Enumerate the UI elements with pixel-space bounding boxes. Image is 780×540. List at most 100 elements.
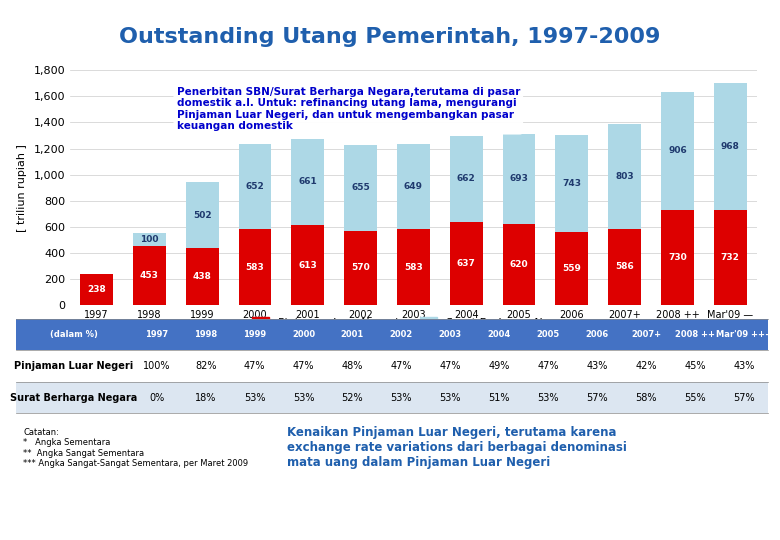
Text: 583: 583 — [404, 262, 423, 272]
Text: Surat Berharga Negara: Surat Berharga Negara — [10, 393, 137, 403]
Y-axis label: [ triliun rupiah ]: [ triliun rupiah ] — [16, 144, 27, 232]
Text: 662: 662 — [457, 174, 476, 183]
Text: Departemen Keuangan - Republik Indonesia: Departemen Keuangan - Republik Indonesia — [530, 520, 730, 529]
Text: 100: 100 — [140, 235, 158, 244]
Text: 583: 583 — [246, 262, 264, 272]
Text: 652: 652 — [246, 182, 264, 191]
Text: 45%: 45% — [684, 361, 706, 371]
Text: 18%: 18% — [195, 393, 216, 403]
Legend: Pinjaman Luar Negeri, Surat Berharga Negara: Pinjaman Luar Negeri, Surat Berharga Neg… — [247, 313, 580, 333]
Text: 730: 730 — [668, 253, 686, 262]
Bar — [239, 229, 271, 305]
Bar — [502, 134, 535, 224]
Text: 47%: 47% — [244, 361, 265, 371]
Bar — [661, 210, 693, 305]
Bar — [714, 83, 746, 210]
Bar — [80, 274, 113, 305]
Text: 47%: 47% — [391, 361, 412, 371]
Text: 968: 968 — [721, 142, 739, 151]
Bar — [714, 210, 746, 305]
Text: 51%: 51% — [488, 393, 510, 403]
Bar — [133, 233, 166, 246]
Bar — [16, 319, 768, 350]
Text: 58%: 58% — [635, 393, 657, 403]
Bar — [555, 232, 588, 305]
Bar — [16, 382, 768, 414]
Text: 1998: 1998 — [194, 330, 217, 339]
Bar — [344, 231, 377, 305]
Text: 53%: 53% — [440, 393, 461, 403]
Text: 53%: 53% — [537, 393, 559, 403]
Text: Catatan:
*   Angka Sementara
**  Angka Sangat Sementara
*** Angka Sangat-Sangat : Catatan: * Angka Sementara ** Angka Sang… — [23, 428, 248, 468]
Text: 732: 732 — [721, 253, 739, 262]
Text: 47%: 47% — [292, 361, 314, 371]
Text: 637: 637 — [457, 259, 476, 268]
Bar — [555, 135, 588, 232]
Bar — [502, 224, 535, 305]
Bar — [450, 136, 483, 222]
Text: Outstanding Utang Pemerintah, 1997-2009: Outstanding Utang Pemerintah, 1997-2009 — [119, 28, 661, 48]
Text: 238: 238 — [87, 285, 106, 294]
Bar — [186, 183, 218, 248]
Text: Kenaikan Pinjaman Luar Negeri, terutama karena
exchange rate variations dari ber: Kenaikan Pinjaman Luar Negeri, terutama … — [286, 427, 626, 469]
Text: 743: 743 — [562, 179, 581, 188]
Text: 803: 803 — [615, 172, 634, 181]
Text: Penerbitan SBN/Surat Berharga Negara,terutama di pasar
domestik a.l. Untuk: refi: Penerbitan SBN/Surat Berharga Negara,ter… — [176, 86, 520, 131]
Text: Mar'09 +++: Mar'09 +++ — [716, 330, 772, 339]
Bar — [186, 248, 218, 305]
Text: 48%: 48% — [342, 361, 363, 371]
Text: 47%: 47% — [440, 361, 461, 371]
Text: 1999: 1999 — [243, 330, 266, 339]
Text: 613: 613 — [299, 261, 317, 269]
Text: (dalam %): (dalam %) — [50, 330, 98, 339]
Text: 2003: 2003 — [438, 330, 462, 339]
Text: 570: 570 — [351, 264, 370, 272]
Bar — [608, 124, 641, 228]
Text: 2005: 2005 — [537, 330, 560, 339]
Bar — [16, 350, 768, 382]
Text: 502: 502 — [193, 211, 211, 220]
Text: 2006: 2006 — [586, 330, 608, 339]
Bar — [344, 145, 377, 231]
Text: 0%: 0% — [149, 393, 165, 403]
Bar — [397, 229, 430, 305]
Text: 53%: 53% — [292, 393, 314, 403]
Text: 620: 620 — [509, 260, 528, 269]
Text: 43%: 43% — [587, 361, 608, 371]
Text: 42%: 42% — [635, 361, 657, 371]
Text: 655: 655 — [351, 184, 370, 192]
Text: 559: 559 — [562, 264, 581, 273]
Text: 43%: 43% — [733, 361, 754, 371]
Bar — [239, 144, 271, 229]
Text: 438: 438 — [193, 272, 211, 281]
Text: 661: 661 — [299, 178, 317, 186]
Text: 2007+: 2007+ — [631, 330, 661, 339]
Text: 2004: 2004 — [488, 330, 511, 339]
Bar — [133, 246, 166, 305]
Bar — [450, 222, 483, 305]
Text: 47%: 47% — [537, 361, 559, 371]
Bar — [292, 139, 324, 225]
Text: 55%: 55% — [684, 393, 706, 403]
Text: Pinjaman Luar Negeri: Pinjaman Luar Negeri — [14, 361, 133, 371]
Text: 57%: 57% — [733, 393, 754, 403]
Text: 649: 649 — [404, 182, 423, 191]
Text: 82%: 82% — [195, 361, 216, 371]
Text: 2001: 2001 — [341, 330, 364, 339]
Text: 53%: 53% — [244, 393, 265, 403]
Text: 2002: 2002 — [390, 330, 413, 339]
Bar — [397, 144, 430, 229]
Text: 2000: 2000 — [292, 330, 315, 339]
Text: 49%: 49% — [488, 361, 510, 371]
Bar — [661, 92, 693, 210]
Bar — [608, 228, 641, 305]
Text: 906: 906 — [668, 146, 686, 155]
Text: 53%: 53% — [391, 393, 412, 403]
Text: 586: 586 — [615, 262, 634, 272]
Text: 52%: 52% — [342, 393, 363, 403]
Text: 693: 693 — [509, 174, 528, 184]
Text: 100%: 100% — [143, 361, 171, 371]
Text: 453: 453 — [140, 271, 159, 280]
Text: 1997: 1997 — [145, 330, 168, 339]
Text: 2008 ++: 2008 ++ — [675, 330, 715, 339]
